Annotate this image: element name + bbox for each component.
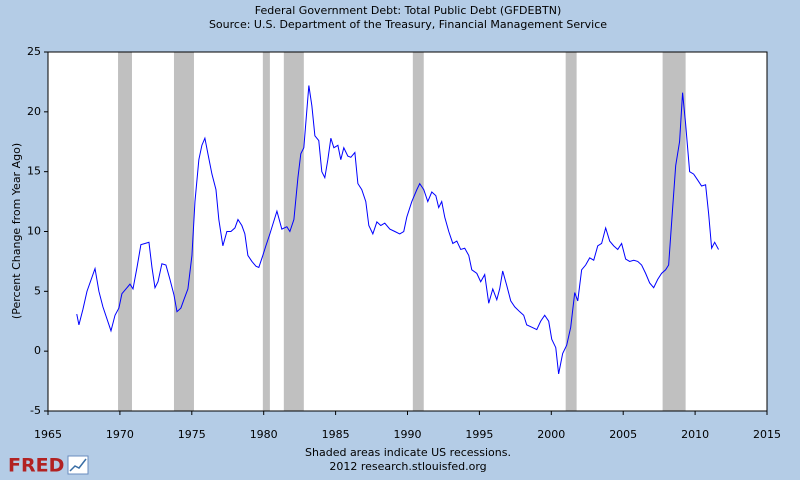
- recession-band: [565, 52, 577, 411]
- recession-band: [262, 52, 270, 411]
- x-tick-label: 2015: [753, 428, 781, 441]
- recession-band: [173, 52, 194, 411]
- x-tick-label: 1980: [250, 428, 278, 441]
- x-tick-label: 1985: [322, 428, 350, 441]
- logo-icon: [67, 455, 89, 475]
- recession-band: [412, 52, 424, 411]
- logo: FRED: [8, 455, 64, 477]
- recession-band: [283, 52, 304, 411]
- x-tick-label: 1970: [106, 428, 134, 441]
- x-tick-label: 1990: [394, 428, 422, 441]
- chart-title: Federal Government Debt: Total Public De…: [255, 4, 562, 17]
- x-tick-label: 1975: [178, 428, 206, 441]
- y-tick-label: 0: [34, 344, 41, 357]
- chart-subtitle: Source: U.S. Department of the Treasury,…: [209, 18, 607, 31]
- x-tick-label: 2005: [609, 428, 637, 441]
- y-tick-label: 5: [34, 284, 41, 297]
- x-tick-label: 2000: [537, 428, 565, 441]
- y-tick-label: 25: [27, 45, 41, 58]
- plot-area: [48, 52, 767, 411]
- logo-icon-line: [69, 458, 87, 472]
- data-line: [76, 85, 719, 374]
- y-tick-label: -5: [30, 404, 41, 417]
- x-tick-label: 1995: [465, 428, 493, 441]
- x-tick-label: 2010: [681, 428, 709, 441]
- x-tick-label: 1965: [34, 428, 62, 441]
- recession-band: [118, 52, 132, 411]
- y-tick-label: 15: [27, 165, 41, 178]
- credit: 2012 research.stlouisfed.org: [329, 460, 486, 473]
- y-tick-label: 10: [27, 225, 41, 238]
- y-axis-label: (Percent Change from Year Ago): [10, 143, 23, 319]
- y-tick-label: 20: [27, 105, 41, 118]
- note: Shaded areas indicate US recessions.: [305, 446, 511, 459]
- plot-layer: -5 0 5 10 15 20 25 1965 1970 1975 1980 1985 1990 1995…: [27, 45, 781, 441]
